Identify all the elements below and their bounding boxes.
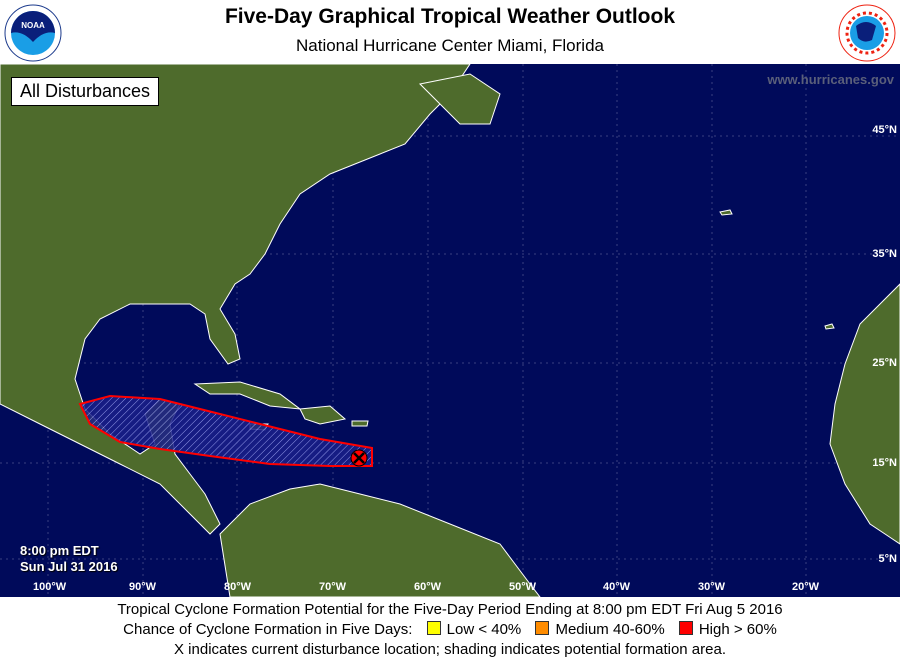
- map-canvas: [0, 64, 900, 597]
- lon-label: 30°W: [698, 581, 726, 593]
- legend-label-low: Low < 40%: [446, 621, 522, 638]
- issued-date: Sun Jul 31 2016: [20, 559, 118, 574]
- legend-swatch-low: [426, 621, 441, 635]
- lon-label: 70°W: [319, 581, 347, 593]
- outlook-period: Tropical Cyclone Formation Potential for…: [117, 601, 783, 618]
- disturbance-filter-label[interactable]: All Disturbances: [11, 77, 160, 106]
- lon-label: 90°W: [129, 581, 157, 593]
- x-icon[interactable]: [350, 449, 368, 467]
- legend: Chance of Cyclone Formation in Five Days…: [0, 620, 900, 640]
- page-title: Five-Day Graphical Tropical Weather Outl…: [224, 5, 676, 28]
- website-watermark: www.hurricanes.gov: [767, 72, 894, 87]
- explanation: X indicates current disturbance location…: [174, 641, 726, 658]
- lon-label: 50°W: [509, 581, 537, 593]
- lon-label: 100°W: [33, 581, 67, 593]
- header: NOAA Five-Day Graphical Tropical Weather…: [0, 0, 900, 64]
- issued-time: 8:00 pm EDT: [20, 543, 99, 558]
- lon-label: 40°W: [603, 581, 631, 593]
- map[interactable]: All Disturbances www.hurricanes.gov 8:00…: [0, 64, 900, 597]
- legend-label-high: High > 60%: [698, 621, 777, 638]
- lat-label: 5°N: [878, 553, 897, 565]
- nws-logo: [838, 4, 896, 62]
- legend-title: Chance of Cyclone Formation in Five Days…: [123, 621, 413, 638]
- lat-label: 15°N: [872, 457, 897, 469]
- lat-label: 45°N: [872, 124, 897, 136]
- landmasses: [0, 64, 900, 597]
- noaa-logo: NOAA: [4, 4, 62, 62]
- legend-swatch-high: [678, 621, 693, 635]
- svg-text:NOAA: NOAA: [21, 21, 45, 30]
- legend-label-medium: Medium 40-60%: [555, 621, 665, 638]
- formation-area-high[interactable]: [78, 394, 373, 467]
- page-subtitle: National Hurricane Center Miami, Florida: [295, 36, 604, 55]
- lon-label: 80°W: [224, 581, 252, 593]
- lon-label: 60°W: [414, 581, 442, 593]
- lat-label: 25°N: [872, 357, 897, 369]
- issued-timestamp: 8:00 pm EDT Sun Jul 31 2016: [20, 543, 118, 575]
- lon-label: 20°W: [792, 581, 820, 593]
- footer: Tropical Cyclone Formation Potential for…: [0, 597, 900, 665]
- lat-label: 35°N: [872, 248, 897, 260]
- legend-swatch-medium: [535, 621, 550, 635]
